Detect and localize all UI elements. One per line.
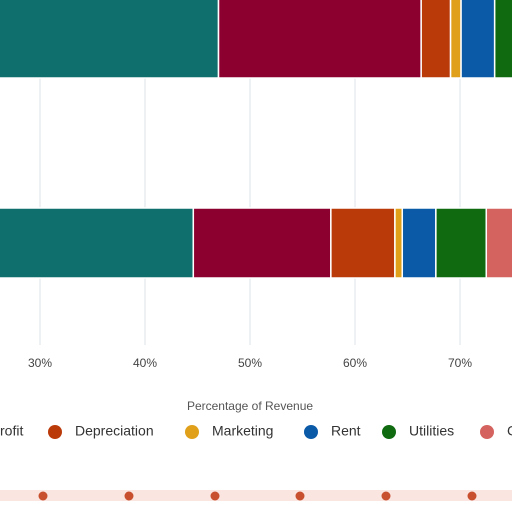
legend-label: rofit — [0, 423, 23, 439]
timeline-dot — [124, 491, 134, 501]
bar-segment — [485, 207, 512, 279]
x-axis-label: Percentage of Revenue — [187, 399, 313, 413]
legend-label: Utilities — [409, 423, 454, 439]
legend-marker — [185, 425, 199, 439]
bar-segment — [435, 207, 488, 279]
timeline-track — [0, 490, 512, 501]
timeline-dot — [295, 491, 305, 501]
legend-marker — [304, 425, 318, 439]
bar-segment — [0, 207, 195, 279]
x-tick-label: 40% — [133, 356, 157, 370]
legend: rofit Depreciation Marketing Rent Utilities C — [0, 423, 512, 439]
timeline-dot — [38, 491, 48, 501]
bar-segment — [420, 0, 452, 79]
x-axis: 30% 40% 50% 60% 70% — [28, 356, 472, 370]
bar-segment — [449, 0, 462, 79]
bar-segment — [493, 0, 512, 79]
bar-segment — [0, 0, 220, 79]
x-tick-label: 60% — [343, 356, 367, 370]
bar-segment — [217, 0, 422, 79]
legend-label: C — [507, 423, 512, 439]
x-tick-label: 70% — [448, 356, 472, 370]
bar-segment — [401, 207, 437, 279]
bar-segment — [330, 207, 396, 279]
legend-marker — [48, 425, 62, 439]
timeline-dot — [467, 491, 477, 501]
bars — [0, 0, 512, 279]
legend-label: Depreciation — [75, 423, 154, 439]
bar-segment — [394, 207, 404, 279]
legend-marker — [480, 425, 494, 439]
x-tick-label: 30% — [28, 356, 52, 370]
legend-label: Marketing — [212, 423, 273, 439]
bar-segment — [460, 0, 496, 79]
timeline-dot — [381, 491, 391, 501]
x-tick-label: 50% — [238, 356, 262, 370]
legend-marker — [382, 425, 396, 439]
timeline-dot — [210, 491, 220, 501]
timeline — [0, 490, 512, 501]
legend-label: Rent — [331, 423, 361, 439]
bar-segment — [192, 207, 332, 279]
